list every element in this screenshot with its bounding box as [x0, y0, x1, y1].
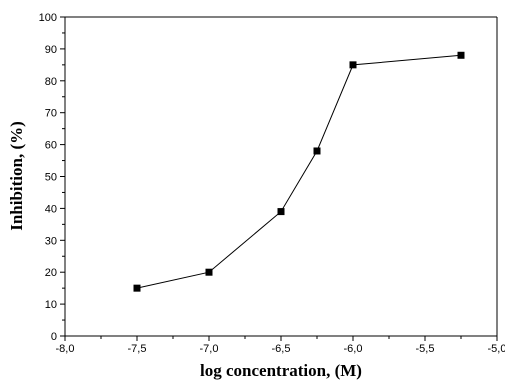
x-tick-label: -5,0: [488, 343, 505, 355]
y-tick-label: 50: [45, 172, 57, 184]
series-line: [136, 54, 462, 289]
y-tick-label: 0: [51, 331, 57, 343]
x-tick-label: -5,5: [416, 343, 435, 355]
x-tick-label: -7,5: [128, 343, 147, 355]
y-tick-label: 40: [45, 203, 57, 215]
data-point: [457, 51, 465, 59]
data-point: [349, 61, 357, 69]
y-tick-label: 10: [45, 299, 57, 311]
y-tick-label: 100: [39, 12, 57, 24]
x-tick-label: -6,0: [344, 343, 363, 355]
y-tick-label: 20: [45, 267, 57, 279]
x-axis-title: log concentration, (M): [200, 361, 362, 380]
y-ticks: 0 10 20 30 40 50 60 70 80 90 100: [39, 12, 65, 343]
data-point: [205, 268, 213, 276]
y-tick-label: 30: [45, 235, 57, 247]
data-point: [277, 208, 285, 216]
x-tick-label: -6,5: [272, 343, 291, 355]
y-tick-label: 60: [45, 140, 57, 152]
x-tick-label: -8,0: [56, 343, 75, 355]
x-tick-label: -7,0: [200, 343, 219, 355]
y-tick-label: 80: [45, 76, 57, 88]
y-tick-label: 70: [45, 108, 57, 120]
y-tick-label: 90: [45, 44, 57, 56]
y-axis-title: Inhibition, (%): [7, 121, 26, 231]
x-ticks: -8,0 -7,5 -7,0 -6,5 -6,0 -5,5 -5,0: [56, 336, 505, 355]
plot-frame: [64, 16, 498, 337]
data-point: [133, 284, 141, 292]
data-point: [313, 147, 321, 155]
series-layer: [133, 51, 465, 292]
